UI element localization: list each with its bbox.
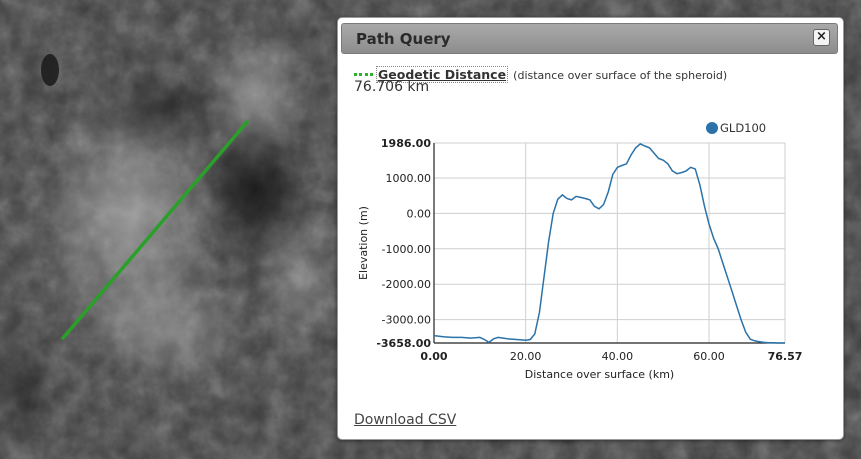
- legend-marker-gld100[interactable]: [706, 122, 718, 134]
- y-axis-title: Elevation (m): [357, 206, 370, 280]
- close-button[interactable]: ×: [813, 29, 830, 46]
- geodetic-distance-link[interactable]: Geodetic Distance: [376, 66, 509, 83]
- y-tick-label: 1986.00: [381, 137, 431, 150]
- x-tick-label: 0.00: [420, 350, 447, 363]
- chart-y-ticks: 1986.00 1000.00 0.00 -1000.00 -2000.00 -3000.…: [376, 137, 431, 350]
- x-tick-label: 76.57: [768, 350, 803, 363]
- y-tick-label: -2000.00: [382, 278, 431, 291]
- x-tick-label: 60.00: [693, 350, 725, 363]
- distance-value: 76.706 km: [354, 79, 430, 95]
- legend-label-gld100[interactable]: GLD100: [720, 121, 766, 135]
- y-tick-label: 0.00: [407, 207, 432, 220]
- series-line-gld100: [433, 143, 785, 344]
- path-query-panel: Path Query × Geodetic Distance (distance…: [337, 17, 844, 440]
- y-tick-label: -1000.00: [382, 243, 431, 256]
- panel-header: Path Query ×: [341, 23, 838, 54]
- x-tick-label: 40.00: [602, 350, 634, 363]
- distance-description: (distance over surface of the spheroid): [513, 69, 728, 82]
- chart-grid: [434, 142, 786, 344]
- y-tick-label: 1000.00: [386, 172, 432, 185]
- y-tick-label: -3658.00: [376, 337, 431, 350]
- path-line-swatch: [354, 73, 373, 76]
- x-tick-label: 20.00: [510, 350, 541, 363]
- download-csv-link[interactable]: Download CSV: [354, 412, 457, 428]
- distance-row: Geodetic Distance (distance over surface…: [354, 64, 727, 83]
- panel-title: Path Query: [356, 30, 451, 48]
- measured-path-line[interactable]: [61, 120, 249, 340]
- chart-x-ticks: 0.00 20.00 40.00 60.00 76.57: [420, 350, 802, 363]
- elevation-profile-chart: 1986.00 1000.00 0.00 -1000.00 -2000.00 -3000.…: [357, 121, 802, 381]
- chart-axes: [433, 143, 785, 344]
- y-tick-label: -3000.00: [382, 314, 431, 327]
- x-axis-title: Distance over surface (km): [525, 368, 674, 381]
